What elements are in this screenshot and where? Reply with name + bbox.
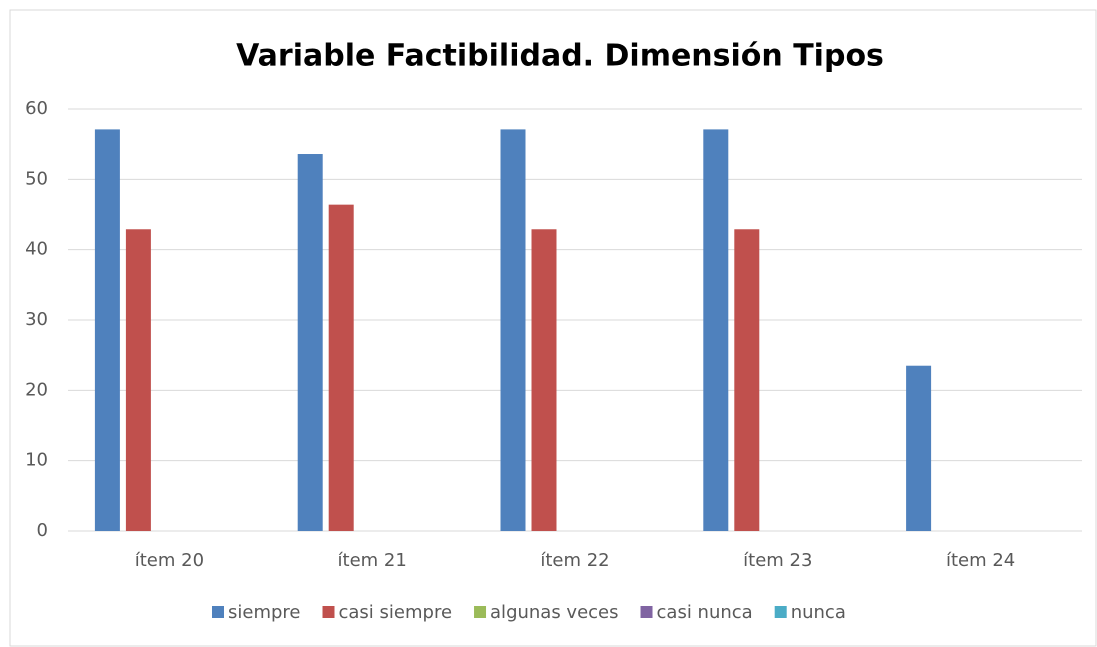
x-tick-label: ítem 22 — [540, 550, 609, 571]
bar — [94, 129, 120, 531]
x-tick-label: ítem 20 — [135, 550, 204, 571]
y-tick-label: 20 — [25, 379, 48, 400]
x-tick-label: ítem 21 — [338, 550, 407, 571]
legend-label: algunas veces — [490, 602, 618, 623]
y-tick-label: 10 — [25, 450, 48, 471]
bar — [297, 154, 323, 531]
x-tick-label: ítem 24 — [946, 550, 1015, 571]
legend-swatch — [640, 606, 653, 618]
x-tick-label: ítem 23 — [743, 550, 812, 571]
legend-swatch — [774, 606, 787, 618]
bar — [906, 365, 932, 531]
chart-title: Variable Factibilidad. Dimensión Tipos — [236, 39, 884, 74]
bar — [734, 229, 760, 531]
legend-label: casi nunca — [657, 602, 753, 623]
legend-swatch — [322, 606, 335, 618]
y-tick-label: 30 — [25, 309, 48, 330]
bar — [500, 129, 526, 531]
legend-label: nunca — [791, 602, 846, 623]
y-tick-label: 50 — [25, 168, 48, 189]
bar — [328, 204, 354, 532]
legend-label: siempre — [228, 602, 301, 623]
bar — [531, 229, 557, 531]
bar — [703, 129, 729, 531]
y-tick-label: 60 — [25, 98, 48, 119]
legend-swatch — [474, 606, 487, 618]
legend-swatch — [212, 606, 224, 618]
y-tick-label: 40 — [25, 239, 48, 260]
y-tick-label: 0 — [37, 520, 48, 541]
legend-label: casi siempre — [339, 602, 453, 623]
bar — [125, 229, 151, 531]
